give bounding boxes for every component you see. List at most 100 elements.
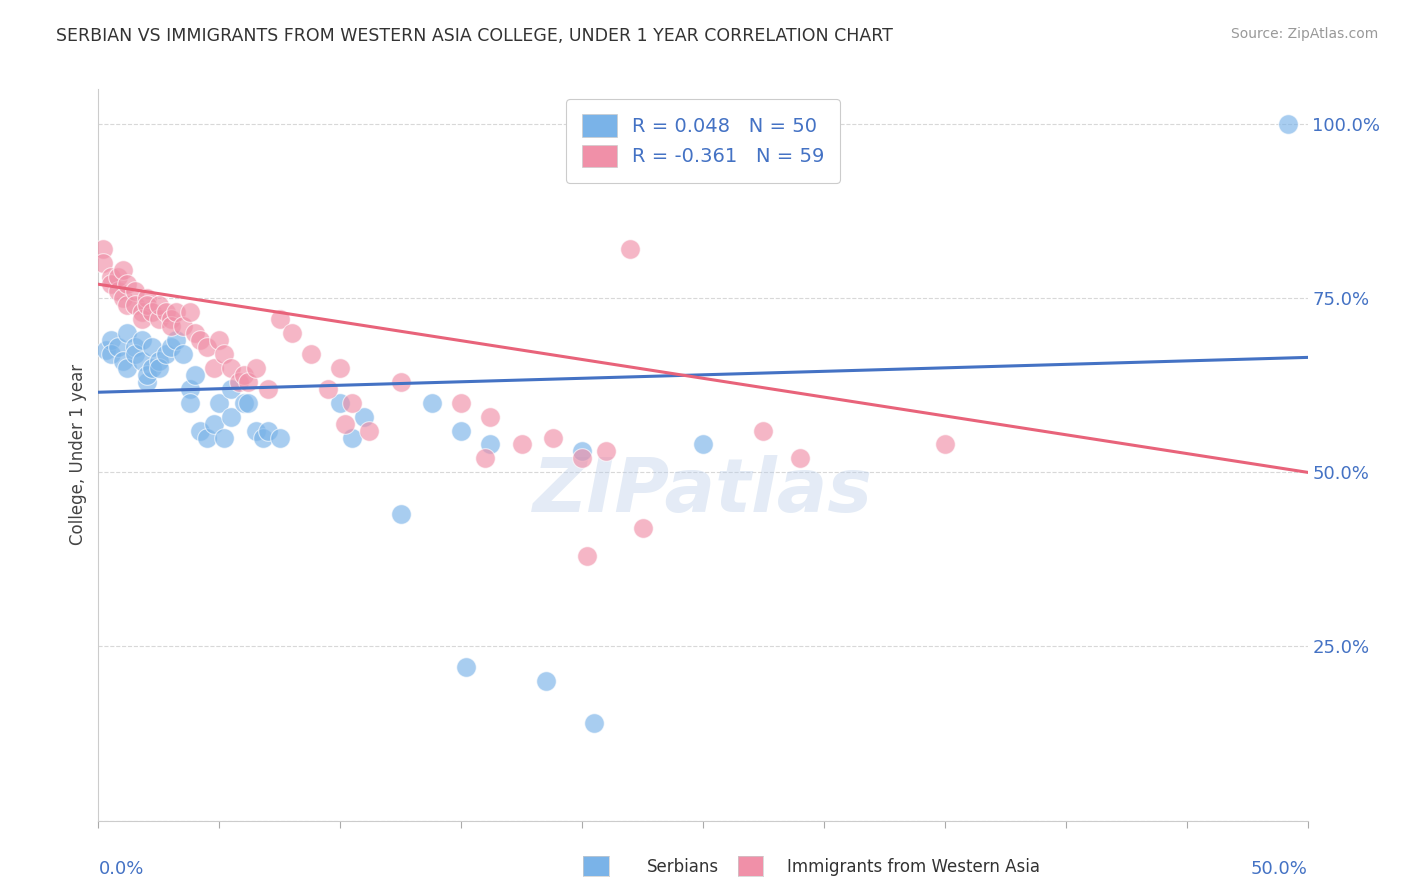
Point <box>752 424 775 438</box>
Point <box>208 395 231 409</box>
Point <box>256 382 278 396</box>
Point <box>450 395 472 409</box>
Point <box>135 298 157 312</box>
Point <box>124 284 146 298</box>
Point <box>232 395 254 409</box>
Point <box>155 347 177 361</box>
Point <box>172 319 194 334</box>
Point <box>934 437 956 451</box>
Point <box>100 333 122 347</box>
Point <box>221 409 243 424</box>
Point <box>135 375 157 389</box>
Point <box>124 298 146 312</box>
Point <box>184 326 207 340</box>
Point <box>342 430 364 444</box>
Point <box>245 424 267 438</box>
Point <box>124 347 146 361</box>
Point <box>238 395 260 409</box>
Point <box>474 451 496 466</box>
Text: SERBIAN VS IMMIGRANTS FROM WESTERN ASIA COLLEGE, UNDER 1 YEAR CORRELATION CHART: SERBIAN VS IMMIGRANTS FROM WESTERN ASIA … <box>56 27 893 45</box>
Point <box>571 451 593 466</box>
Point <box>195 340 218 354</box>
Point <box>575 549 598 563</box>
Point <box>184 368 207 382</box>
Point <box>256 424 278 438</box>
Point <box>789 451 811 466</box>
Point <box>212 430 235 444</box>
Point <box>172 347 194 361</box>
Point <box>160 319 183 334</box>
Point <box>100 347 122 361</box>
Point <box>333 417 356 431</box>
Point <box>91 243 114 257</box>
Point <box>131 305 153 319</box>
Point <box>148 360 170 375</box>
Y-axis label: College, Under 1 year: College, Under 1 year <box>69 364 87 546</box>
Point <box>131 312 153 326</box>
Point <box>135 291 157 305</box>
Point <box>208 333 231 347</box>
Text: 0.0%: 0.0% <box>98 860 143 878</box>
Point <box>389 507 412 521</box>
Point <box>107 270 129 285</box>
Point <box>228 375 250 389</box>
Point <box>299 347 322 361</box>
Point <box>135 368 157 382</box>
Point <box>148 312 170 326</box>
Point <box>238 375 260 389</box>
Point <box>179 305 201 319</box>
Point <box>583 716 606 731</box>
Point <box>389 375 412 389</box>
Point <box>571 444 593 458</box>
Point <box>479 437 502 451</box>
Point <box>281 326 304 340</box>
Point <box>91 256 114 270</box>
Point <box>692 437 714 451</box>
Point <box>124 340 146 354</box>
Point <box>131 333 153 347</box>
Point <box>510 437 533 451</box>
Text: 50.0%: 50.0% <box>1251 860 1308 878</box>
Point <box>179 395 201 409</box>
Point <box>232 368 254 382</box>
Point <box>269 312 291 326</box>
Point <box>141 340 163 354</box>
Point <box>188 424 211 438</box>
Point <box>117 277 139 292</box>
Point <box>359 424 381 438</box>
Point <box>100 270 122 285</box>
Point <box>342 395 364 409</box>
Point <box>188 333 211 347</box>
Point <box>1277 117 1299 131</box>
Text: ZIPatlas: ZIPatlas <box>533 455 873 528</box>
Point <box>420 395 443 409</box>
Point <box>141 305 163 319</box>
Point <box>100 277 122 292</box>
Point <box>160 340 183 354</box>
Point <box>155 305 177 319</box>
Point <box>195 430 218 444</box>
Legend: R = 0.048   N = 50, R = -0.361   N = 59: R = 0.048 N = 50, R = -0.361 N = 59 <box>567 99 839 183</box>
Point <box>111 291 134 305</box>
Point <box>148 298 170 312</box>
Point <box>94 343 117 358</box>
Point <box>204 360 226 375</box>
Point <box>111 263 134 277</box>
Point <box>619 243 641 257</box>
Point <box>131 354 153 368</box>
Point <box>221 360 243 375</box>
Point <box>107 284 129 298</box>
Point <box>165 305 187 319</box>
Point <box>353 409 375 424</box>
Point <box>245 360 267 375</box>
Point <box>204 417 226 431</box>
Text: Source: ZipAtlas.com: Source: ZipAtlas.com <box>1230 27 1378 41</box>
Point <box>316 382 339 396</box>
Text: Serbians: Serbians <box>647 858 718 876</box>
Point <box>534 674 557 689</box>
Point <box>111 354 134 368</box>
Point <box>221 382 243 396</box>
Point <box>117 360 139 375</box>
Point <box>631 521 654 535</box>
Point <box>541 430 564 444</box>
